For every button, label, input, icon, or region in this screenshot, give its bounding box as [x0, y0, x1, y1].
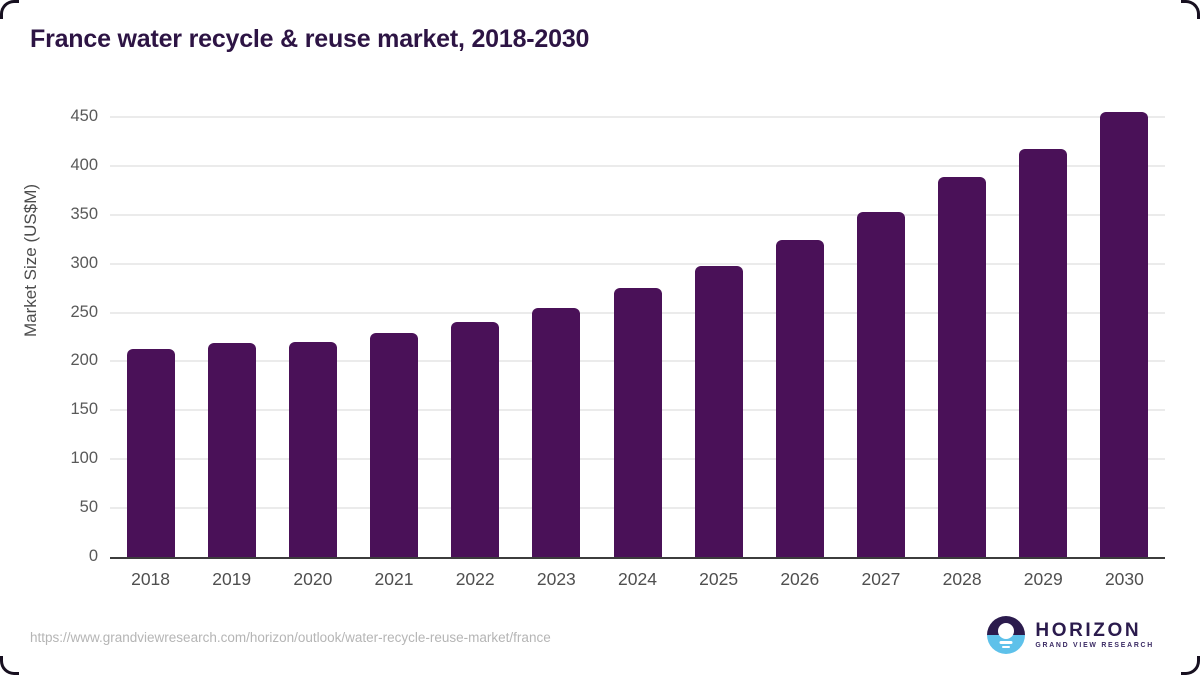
y-axis-title: Market Size (US$M): [21, 183, 40, 337]
x-axis-tick-label: 2021: [374, 569, 414, 589]
y-axis-tick-label: 400: [70, 155, 98, 174]
frame-corner-top-left: [0, 0, 19, 19]
y-axis-tick-label: 100: [70, 449, 98, 468]
bar-2030: [1100, 112, 1149, 557]
y-axis-tick-label: 450: [70, 107, 98, 125]
bar-2027: [856, 211, 905, 557]
bar-2018: [126, 348, 175, 557]
gridline: [110, 116, 1165, 118]
y-axis-tick-label: 350: [70, 204, 98, 223]
water-reflection-line: [999, 641, 1013, 644]
y-axis-tick-label: 50: [79, 498, 98, 517]
bar-2020: [288, 341, 337, 557]
x-axis-tick-label: 2024: [618, 569, 657, 589]
x-axis-tick-label: 2019: [212, 569, 252, 589]
x-axis-tick-label: 2028: [942, 569, 982, 589]
x-axis-tick-label: 2030: [1104, 569, 1144, 589]
frame-corner-top-right: [1181, 0, 1200, 19]
x-axis-tick-label: 2020: [293, 569, 333, 589]
gridline: [110, 262, 1165, 265]
y-axis-tick-label: 150: [70, 400, 98, 419]
x-axis-tick-label: 2022: [455, 569, 495, 589]
x-axis-tick-label: 2023: [536, 569, 576, 589]
x-axis-tick-label: 2027: [861, 569, 901, 589]
gridline: [110, 213, 1165, 216]
y-axis-tick-label: 200: [70, 351, 98, 370]
bar-2021: [370, 333, 419, 557]
bar-2029: [1019, 149, 1068, 557]
y-axis-tick-label: 0: [88, 547, 98, 565]
horizon-sun-over-water-icon: [987, 616, 1026, 654]
logo-text: HORIZON GRAND VIEW RESEARCH: [1035, 621, 1154, 650]
bar-2024: [613, 288, 662, 557]
gridline: [110, 164, 1165, 167]
x-axis-tick-label: 2018: [131, 569, 171, 589]
source-url: https://www.grandviewresearch.com/horizo…: [30, 630, 551, 645]
plot-area: 0 50 100 150 200 250 300 350 400 450 2018 2019 2020 2…: [70, 97, 1165, 589]
frame-corner-bottom-right: [1181, 656, 1200, 675]
y-axis-tick-label: 300: [70, 253, 98, 272]
bar-2023: [532, 307, 581, 557]
x-axis-tick-label: 2025: [699, 569, 739, 589]
frame-corner-bottom-left: [0, 656, 19, 675]
x-axis-tick-label: 2029: [1023, 569, 1063, 589]
horizon-logo: HORIZON GRAND VIEW RESEARCH: [987, 616, 1154, 654]
y-axis-tick-label: 250: [70, 302, 98, 321]
chart-title: France water recycle & reuse market, 201…: [30, 25, 590, 53]
water-reflection-line: [1002, 645, 1011, 648]
logo-name: HORIZON: [1035, 619, 1142, 641]
bar-2025: [694, 265, 743, 557]
logo-tagline: GRAND VIEW RESEARCH: [1035, 641, 1154, 649]
bar-2028: [938, 176, 987, 557]
x-axis-tick-label: 2026: [780, 569, 820, 589]
sun-icon: [998, 623, 1015, 639]
bar-2026: [775, 240, 824, 557]
bar-2019: [207, 342, 256, 557]
bar-2022: [451, 322, 500, 557]
